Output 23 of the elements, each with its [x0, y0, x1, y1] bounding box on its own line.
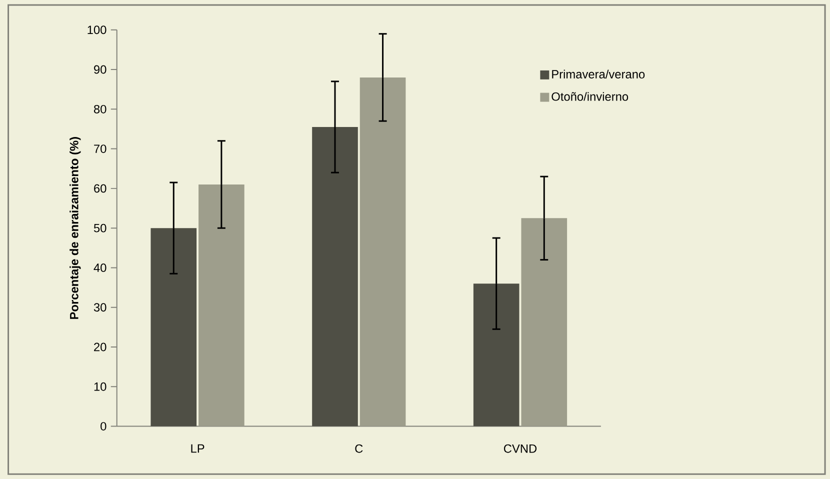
y-tick-label: 40	[94, 263, 106, 272]
y-tick-label: 60	[94, 184, 106, 193]
x-tick-label: LP	[191, 444, 204, 453]
legend-label: Primavera/verano	[552, 70, 645, 78]
y-tick-label: 90	[94, 65, 106, 74]
x-tick-label: C	[355, 444, 363, 453]
y-tick-label: 0	[100, 422, 106, 430]
legend-label: Otoño/invierno	[552, 92, 628, 101]
bar	[150, 228, 197, 426]
y-tick-label: 80	[94, 104, 106, 114]
y-tick-label: 30	[94, 303, 106, 312]
y-tick-label: 10	[94, 382, 106, 391]
bar	[473, 284, 520, 426]
x-tick-label: CVND	[504, 444, 537, 453]
bar	[521, 218, 568, 426]
y-axis-title: Porcentaje de enraizamiento (%)	[70, 137, 81, 319]
y-tick-label: 100	[88, 26, 106, 34]
bar	[198, 184, 244, 426]
y-tick-label: 20	[94, 342, 106, 352]
bar	[312, 126, 358, 426]
bar	[360, 77, 406, 426]
y-tick-label: 50	[94, 224, 106, 232]
y-tick-label: 70	[94, 144, 106, 153]
